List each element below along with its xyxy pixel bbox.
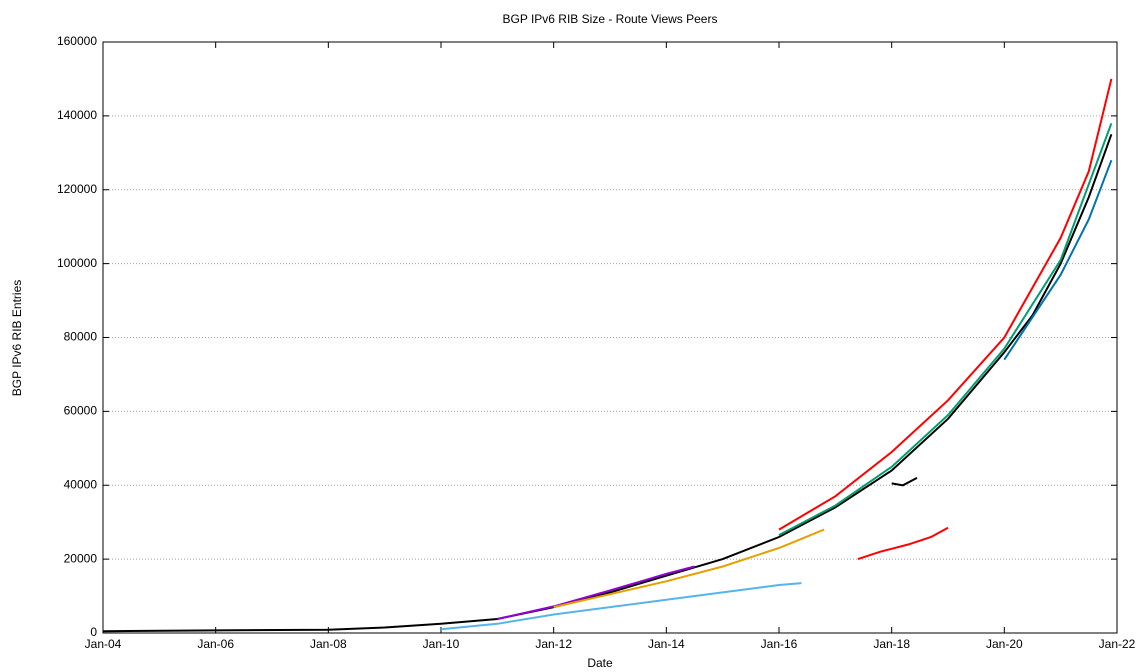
x-tick-label: Jan-18 xyxy=(873,637,910,651)
x-tick-label: Jan-20 xyxy=(986,637,1023,651)
chart-title: BGP IPv6 RIB Size - Route Views Peers xyxy=(503,12,718,26)
series-line xyxy=(497,565,695,620)
series-line xyxy=(778,122,1113,536)
series-line xyxy=(778,78,1113,531)
y-tick-label: 160000 xyxy=(57,34,97,48)
y-tick-label: 140000 xyxy=(57,108,97,122)
x-tick-label: Jan-08 xyxy=(310,637,347,651)
x-tick-label: Jan-14 xyxy=(648,637,685,651)
x-axis-label: Date xyxy=(587,656,613,670)
series-line xyxy=(440,582,802,631)
y-axis-label: BGP IPv6 RIB Entries xyxy=(10,280,24,397)
x-tick-label: Jan-04 xyxy=(85,637,122,651)
x-tick-label: Jan-06 xyxy=(197,637,234,651)
plot-border xyxy=(102,41,1118,634)
y-tick-label: 80000 xyxy=(64,330,98,344)
series-line xyxy=(891,477,918,487)
y-tick-label: 0 xyxy=(90,625,97,639)
y-tick-label: 40000 xyxy=(64,477,98,491)
series-line xyxy=(553,528,825,609)
x-tick-label: Jan-10 xyxy=(423,637,460,651)
series-line xyxy=(857,526,949,561)
y-tick-label: 20000 xyxy=(64,551,98,565)
series-line xyxy=(1003,159,1113,361)
x-tick-label: Jan-16 xyxy=(761,637,798,651)
x-tick-label: Jan-12 xyxy=(535,637,572,651)
y-tick-label: 60000 xyxy=(64,404,98,418)
y-tick-label: 100000 xyxy=(57,256,97,270)
y-tick-label: 120000 xyxy=(57,182,97,196)
x-tick-label: Jan-22 xyxy=(1099,637,1136,651)
series-line xyxy=(102,133,1113,633)
